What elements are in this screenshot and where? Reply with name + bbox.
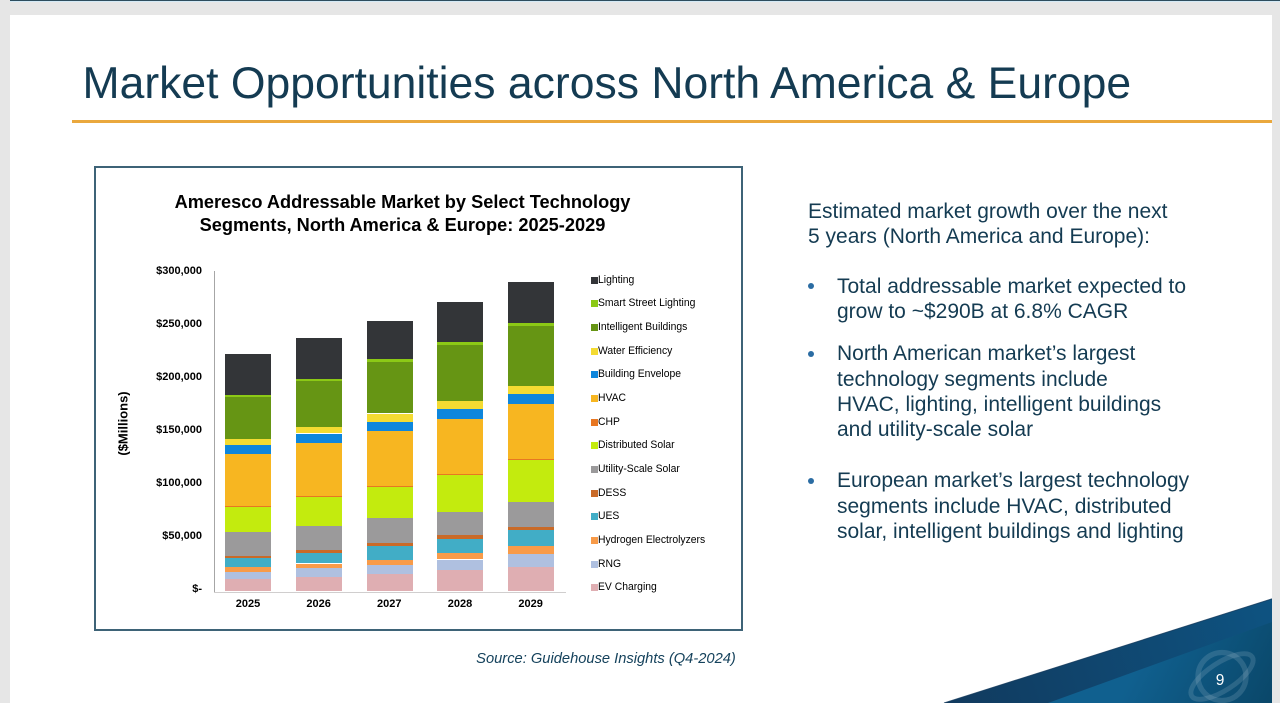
svg-text:9: 9: [1216, 672, 1225, 689]
